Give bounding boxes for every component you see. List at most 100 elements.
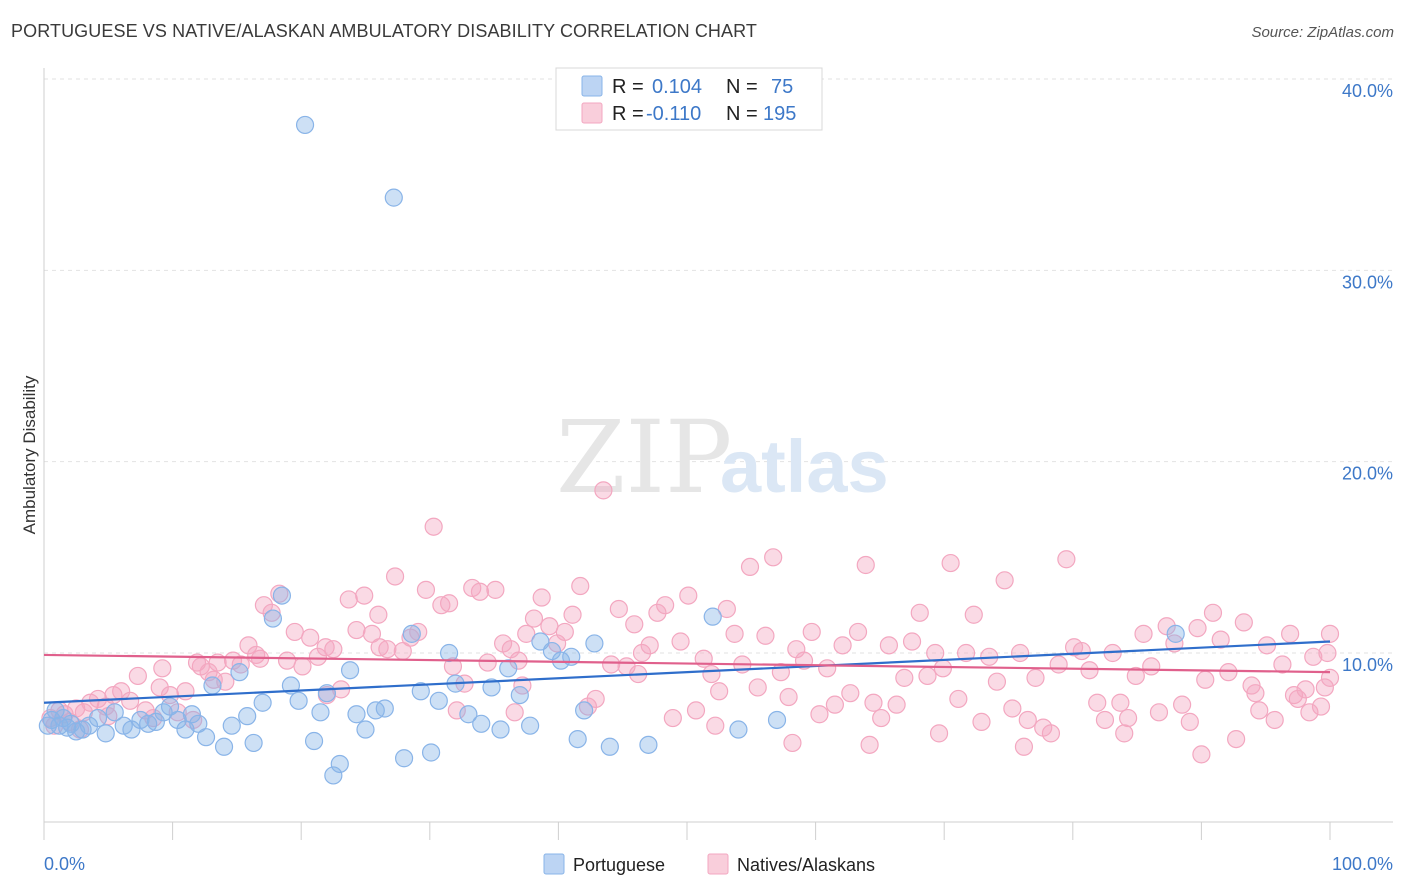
point-natives-186 xyxy=(1284,685,1304,705)
point-natives-68 xyxy=(555,622,574,642)
point-natives-138 xyxy=(1095,710,1115,730)
stats-swatch-natives xyxy=(581,102,603,124)
point-natives-103 xyxy=(825,695,844,714)
point-natives-185 xyxy=(1246,684,1265,703)
trend-lines xyxy=(43,640,1331,704)
point-natives-34 xyxy=(293,657,312,676)
point-natives-126 xyxy=(1003,699,1022,718)
y-tick-label-2: 30.0% xyxy=(1342,272,1393,292)
point-natives-113 xyxy=(902,632,922,651)
point-natives-132 xyxy=(1049,655,1068,674)
point-natives-69 xyxy=(563,605,582,624)
legend-label-portuguese: Portuguese xyxy=(573,855,665,875)
point-natives-80 xyxy=(648,603,667,622)
point-natives-100 xyxy=(802,622,821,642)
point-portuguese-27 xyxy=(222,716,241,735)
point-portuguese-61 xyxy=(521,716,540,735)
point-natives-172 xyxy=(204,670,223,689)
point-natives-57 xyxy=(470,582,490,601)
point-portuguese-58 xyxy=(491,720,510,739)
point-portuguese-28 xyxy=(230,663,249,682)
point-portuguese-55 xyxy=(459,705,478,724)
point-natives-142 xyxy=(1126,666,1145,686)
point-portuguese-22 xyxy=(182,705,201,724)
point-natives-109 xyxy=(872,708,891,728)
point-natives-64 xyxy=(524,609,544,628)
point-natives-30 xyxy=(262,603,281,622)
point-natives-122 xyxy=(972,712,991,731)
point-natives-45 xyxy=(378,640,397,659)
point-natives-176 xyxy=(505,703,524,722)
y-tick-label-0: 10.0% xyxy=(1342,655,1393,675)
point-natives-78 xyxy=(632,643,652,663)
watermark-zip: ZIP xyxy=(556,399,732,516)
point-natives-121 xyxy=(964,605,983,624)
point-portuguese-17 xyxy=(146,712,165,731)
point-natives-50 xyxy=(416,580,436,599)
point-portuguese-44 xyxy=(356,720,375,739)
point-natives-88 xyxy=(710,682,729,701)
point-portuguese-57 xyxy=(482,678,501,697)
point-natives-83 xyxy=(671,632,690,651)
point-natives-87 xyxy=(702,664,721,684)
point-natives-102 xyxy=(818,659,837,678)
point-portuguese-39 xyxy=(317,684,337,703)
point-natives-82 xyxy=(663,708,682,728)
watermark-atlas: atlas xyxy=(720,425,889,508)
point-natives-63 xyxy=(517,624,536,643)
stats-r-value-2: -0.110 xyxy=(646,103,701,125)
point-natives-81 xyxy=(656,596,675,615)
point-natives-66 xyxy=(540,617,559,636)
point-natives-97 xyxy=(779,687,798,707)
point-natives-137 xyxy=(1088,693,1107,712)
point-portuguese-29 xyxy=(238,707,257,726)
legend-label-natives: Natives/Alaskans xyxy=(737,855,875,875)
point-natives-58 xyxy=(478,653,497,672)
stats-r-value-1: 0.104 xyxy=(652,76,702,98)
point-portuguese-32 xyxy=(263,609,283,628)
point-portuguese-69 xyxy=(600,737,619,756)
point-natives-92 xyxy=(740,557,760,577)
point-natives-40 xyxy=(339,590,358,609)
point-natives-133 xyxy=(1057,550,1076,569)
point-portuguese-59 xyxy=(499,659,518,678)
point-portuguese-25 xyxy=(203,676,222,695)
point-natives-27 xyxy=(239,636,258,655)
y-tick-label-3: 40.0% xyxy=(1342,81,1393,101)
point-natives-144 xyxy=(1142,657,1161,676)
point-natives-184 xyxy=(1192,745,1211,764)
point-portuguese-11 xyxy=(96,724,115,743)
point-natives-104 xyxy=(833,636,852,655)
point-portuguese-60 xyxy=(510,685,529,705)
point-natives-35 xyxy=(301,628,320,647)
stats-legend: R = 0.104 N = 75 R = -0.110 N = 195 xyxy=(555,67,823,131)
point-natives-182 xyxy=(1014,737,1034,756)
point-natives-72 xyxy=(586,689,605,709)
point-portuguese-19 xyxy=(160,697,180,716)
series-portuguese-points xyxy=(38,115,1185,785)
point-natives-26 xyxy=(231,655,250,674)
point-natives-136 xyxy=(1080,661,1099,680)
point-portuguese-12 xyxy=(105,703,124,722)
point-natives-54 xyxy=(447,701,466,720)
point-natives-79 xyxy=(640,636,659,655)
point-natives-179 xyxy=(783,733,802,753)
point-natives-188 xyxy=(1320,668,1340,687)
point-portuguese-48 xyxy=(394,749,414,768)
point-natives-75 xyxy=(609,599,628,619)
stats-n-label-2: N = xyxy=(726,103,758,125)
point-portuguese-36 xyxy=(295,115,315,135)
point-portuguese-33 xyxy=(272,586,292,605)
point-natives-191 xyxy=(369,605,388,624)
point-natives-153 xyxy=(1211,630,1230,649)
point-natives-112 xyxy=(895,668,914,687)
point-natives-105 xyxy=(841,684,860,703)
point-natives-49 xyxy=(409,622,428,642)
stats-swatch-portuguese xyxy=(581,75,603,97)
point-portuguese-50 xyxy=(411,682,430,701)
legend-swatch-natives xyxy=(707,853,729,875)
point-portuguese-37 xyxy=(304,731,324,751)
point-portuguese-41 xyxy=(330,754,349,774)
point-natives-13 xyxy=(128,666,147,686)
